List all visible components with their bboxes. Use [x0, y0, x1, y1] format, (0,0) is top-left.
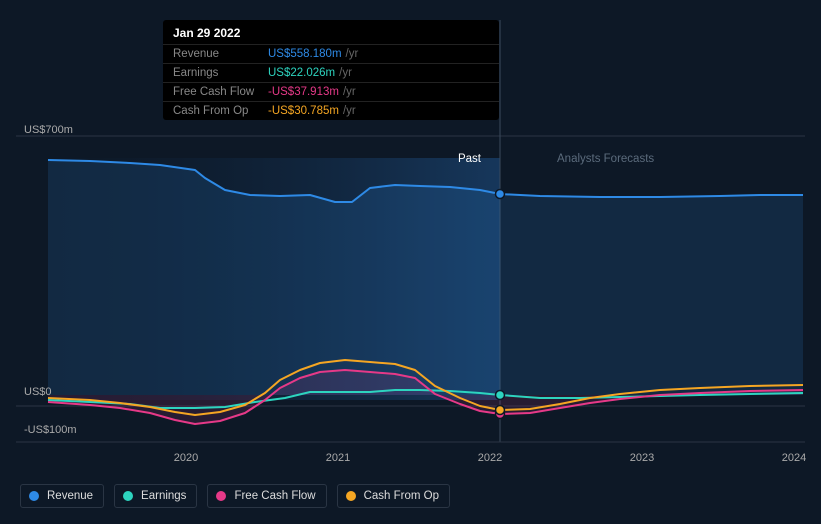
tooltip-row: RevenueUS$558.180m/yr [163, 44, 499, 63]
tooltip-row-value: -US$37.913m [268, 86, 339, 98]
legend-swatch-revenue [29, 491, 39, 501]
tooltip-row-unit: /yr [346, 48, 359, 60]
y-tick-neg100: -US$100m [24, 424, 77, 436]
tooltip-row-value: US$558.180m [268, 48, 342, 60]
tooltip-row-unit: /yr [339, 67, 352, 79]
tooltip-date: Jan 29 2022 [163, 20, 499, 44]
legend-earnings[interactable]: Earnings [114, 484, 197, 508]
tooltip-row-unit: /yr [343, 86, 356, 98]
y-tick-700: US$700m [24, 124, 73, 136]
tooltip-row: Free Cash Flow-US$37.913m/yr [163, 82, 499, 101]
legend-revenue[interactable]: Revenue [20, 484, 104, 508]
legend-label: Cash From Op [364, 490, 439, 502]
tooltip-row-label: Cash From Op [173, 105, 268, 117]
tooltip-row-value: -US$30.785m [268, 105, 339, 117]
x-tick-2024: 2024 [782, 452, 806, 464]
tooltip-row-value: US$22.026m [268, 67, 335, 79]
legend-label: Free Cash Flow [234, 490, 315, 502]
x-tick-2020: 2020 [174, 452, 198, 464]
legend-fcf[interactable]: Free Cash Flow [207, 484, 326, 508]
tooltip-row-label: Revenue [173, 48, 268, 60]
past-label: Past [458, 153, 481, 165]
tooltip-row-label: Earnings [173, 67, 268, 79]
y-tick-0: US$0 [24, 386, 52, 398]
chart-legend: Revenue Earnings Free Cash Flow Cash Fro… [20, 484, 450, 508]
legend-label: Revenue [47, 490, 93, 502]
legend-swatch-cfo [346, 491, 356, 501]
legend-cfo[interactable]: Cash From Op [337, 484, 450, 508]
tooltip-row: EarningsUS$22.026m/yr [163, 63, 499, 82]
tooltip-row: Cash From Op-US$30.785m/yr [163, 101, 499, 120]
forecast-label: Analysts Forecasts [557, 153, 654, 165]
x-tick-2022: 2022 [478, 452, 502, 464]
x-tick-2023: 2023 [630, 452, 654, 464]
x-tick-2021: 2021 [326, 452, 350, 464]
tooltip-row-label: Free Cash Flow [173, 86, 268, 98]
legend-label: Earnings [141, 490, 186, 502]
chart-tooltip: Jan 29 2022 RevenueUS$558.180m/yrEarning… [163, 20, 499, 120]
legend-swatch-earnings [123, 491, 133, 501]
tooltip-row-unit: /yr [343, 105, 356, 117]
legend-swatch-fcf [216, 491, 226, 501]
